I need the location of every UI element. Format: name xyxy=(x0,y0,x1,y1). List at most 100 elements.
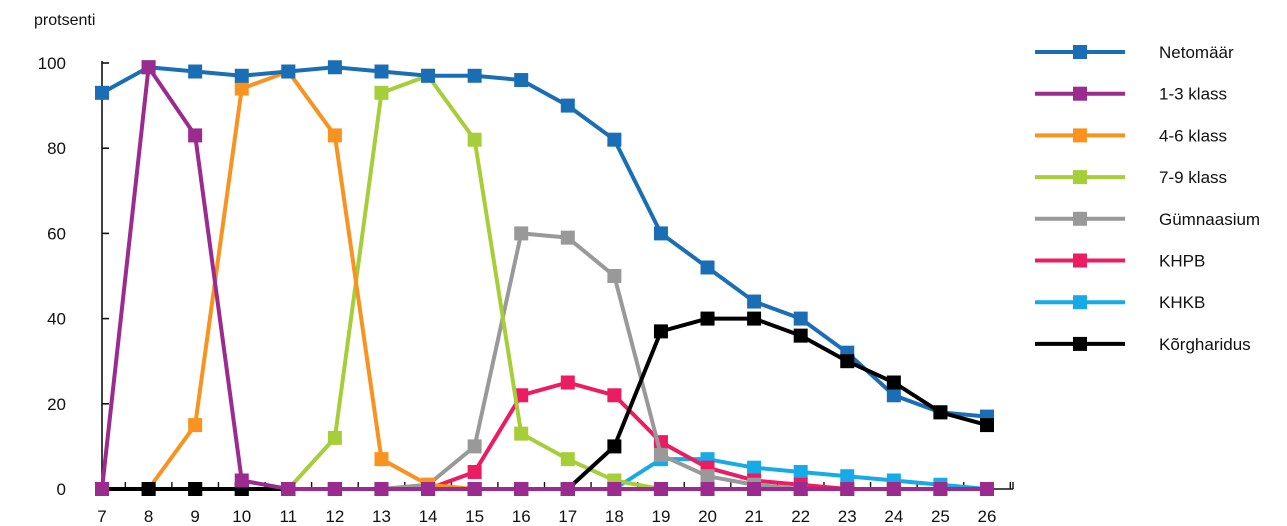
data-point xyxy=(700,260,715,275)
x-tick-label: 15 xyxy=(465,507,484,526)
data-point xyxy=(421,68,436,83)
legend-item: Kõrgharidus xyxy=(1035,335,1251,354)
series-layer xyxy=(95,60,994,496)
legend-marker xyxy=(1073,295,1087,310)
legend-marker xyxy=(1073,253,1087,268)
data-point xyxy=(188,418,203,433)
x-tick-label: 18 xyxy=(605,507,624,526)
data-point xyxy=(933,482,948,496)
legend-marker xyxy=(1073,170,1087,185)
legend-label: Gümnaasium xyxy=(1159,210,1260,229)
data-point xyxy=(793,328,808,343)
data-point xyxy=(467,482,482,496)
data-point xyxy=(747,460,762,475)
legend-item: Netomäär xyxy=(1035,43,1234,62)
data-point xyxy=(514,226,529,241)
data-point xyxy=(886,388,901,403)
legend-item: KHPB xyxy=(1035,252,1205,271)
data-point xyxy=(467,464,482,479)
y-tick-label: 100 xyxy=(38,54,66,73)
data-point xyxy=(95,85,109,100)
data-point xyxy=(234,68,249,83)
data-point xyxy=(700,469,715,484)
data-point xyxy=(327,60,342,75)
x-tick-label: 25 xyxy=(931,507,950,526)
data-point xyxy=(188,64,203,79)
series-Netomäär xyxy=(95,60,994,424)
data-point xyxy=(747,482,762,496)
x-tick-label: 10 xyxy=(232,507,251,526)
data-point xyxy=(793,464,808,479)
data-point xyxy=(560,375,575,390)
data-point xyxy=(234,81,249,96)
x-tick-label: 20 xyxy=(698,507,717,526)
data-point xyxy=(327,482,342,496)
data-point xyxy=(374,482,389,496)
x-tick-label: 11 xyxy=(279,507,297,526)
legend-label: 7-9 klass xyxy=(1159,168,1227,187)
series-4-6 klass xyxy=(95,64,994,496)
x-tick-label: 19 xyxy=(651,507,670,526)
data-point xyxy=(886,482,901,496)
data-point xyxy=(327,430,342,445)
data-point xyxy=(560,98,575,113)
legend-marker xyxy=(1073,211,1087,226)
data-point xyxy=(653,482,668,496)
data-point xyxy=(421,482,436,496)
data-point xyxy=(607,132,622,147)
data-point xyxy=(514,482,529,496)
data-point xyxy=(607,269,622,283)
data-point xyxy=(607,482,622,496)
x-tick-label: 14 xyxy=(419,507,438,526)
legend-item: Gümnaasium xyxy=(1035,210,1260,229)
x-tick-label: 8 xyxy=(144,507,153,526)
data-point xyxy=(467,68,482,83)
data-point xyxy=(560,230,575,245)
data-point xyxy=(653,226,668,241)
data-point xyxy=(514,426,529,441)
data-point xyxy=(653,447,668,462)
data-point xyxy=(840,469,855,484)
data-point xyxy=(95,482,109,496)
data-point xyxy=(700,482,715,496)
legend-item: 1-3 klass xyxy=(1035,85,1227,104)
data-point xyxy=(980,482,994,496)
y-tick-label: 60 xyxy=(47,224,66,243)
data-point xyxy=(933,405,948,420)
data-point xyxy=(560,482,575,496)
data-point xyxy=(700,311,715,326)
data-point xyxy=(327,128,342,143)
data-point xyxy=(886,375,901,390)
series-7-9 klass xyxy=(95,68,994,496)
data-point xyxy=(141,482,156,496)
y-axis-label: protsenti xyxy=(34,12,95,29)
x-tick-label: 23 xyxy=(838,507,857,526)
data-point xyxy=(281,64,296,79)
legend-label: 1-3 klass xyxy=(1159,85,1227,104)
data-point xyxy=(234,473,249,488)
legend-marker xyxy=(1073,336,1087,351)
y-tick-label: 80 xyxy=(47,139,66,158)
x-tick-label: 16 xyxy=(512,507,531,526)
data-point xyxy=(374,452,389,467)
legend-label: Netomäär xyxy=(1159,43,1234,62)
series-line xyxy=(102,316,988,491)
data-point xyxy=(840,354,855,369)
x-tick-label: 26 xyxy=(978,507,997,526)
legend-label: KHKB xyxy=(1159,293,1205,312)
data-point xyxy=(374,85,389,100)
data-point xyxy=(607,388,622,403)
data-point xyxy=(560,452,575,467)
data-point xyxy=(514,73,529,88)
data-point xyxy=(188,482,203,496)
x-tick-label: 13 xyxy=(372,507,391,526)
x-tick-label: 22 xyxy=(791,507,810,526)
legend-item: 4-6 klass xyxy=(1035,126,1227,145)
data-point xyxy=(607,439,622,454)
x-tick-label: 9 xyxy=(190,507,199,526)
legend-item: 7-9 klass xyxy=(1035,168,1227,187)
data-point xyxy=(467,439,482,454)
data-point xyxy=(840,482,855,496)
data-point xyxy=(747,311,762,326)
